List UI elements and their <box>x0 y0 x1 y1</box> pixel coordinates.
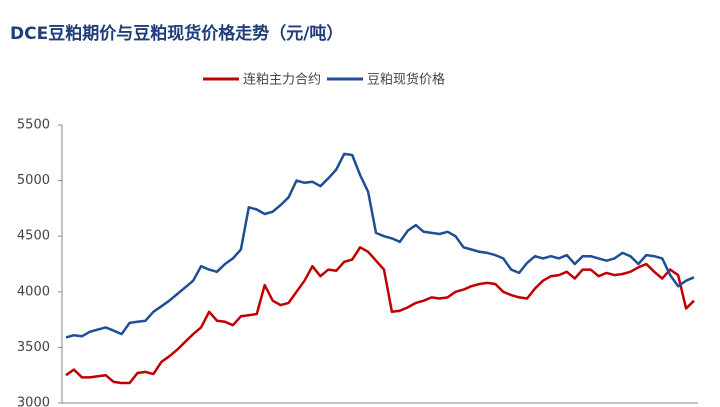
series-line <box>65 152 695 339</box>
series-line <box>65 246 695 385</box>
legend-label: 豆粕现货价格 <box>367 72 445 88</box>
y-tick-label: 5000 <box>17 173 50 188</box>
y-tick-label: 5500 <box>17 118 50 133</box>
y-tick-label: 3000 <box>17 396 50 407</box>
y-tick-label: 3500 <box>17 340 50 355</box>
legend-label: 连粕主力合约 <box>243 72 321 88</box>
y-tick-label: 4500 <box>17 229 50 244</box>
y-tick-label: 4000 <box>17 284 50 299</box>
chart-title: DCE豆粕期价与豆粕现货价格走势（元/吨） <box>10 23 343 44</box>
